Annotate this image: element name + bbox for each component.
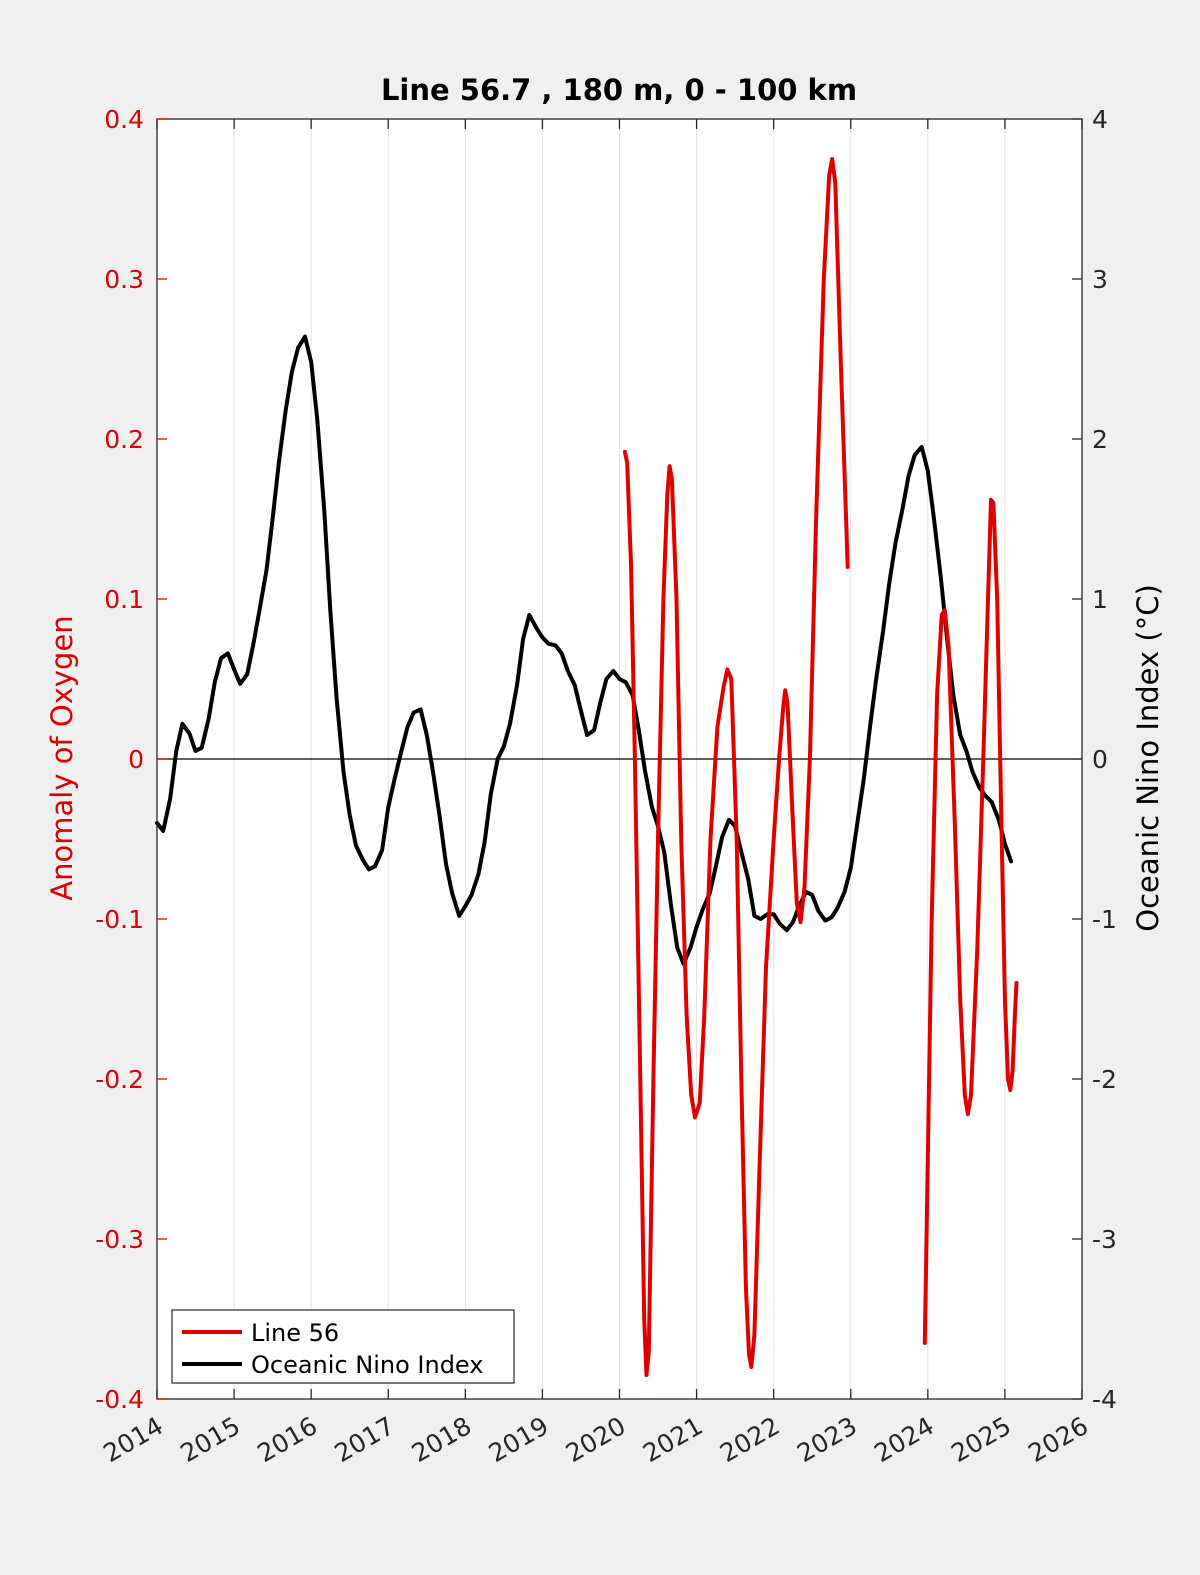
left-y-tick-label: -0.1 [95,905,144,934]
left-y-axis: -0.4 -0.3 -0.2 -0.1 0 0.1 0.2 0.3 0.4 [95,105,167,1414]
legend: Line 56 Oceanic Nino Index [171,1309,515,1384]
left-y-tick-label: 0.4 [104,105,144,134]
right-y-tick-label: 2 [1092,425,1108,454]
right-y-tick-label: -3 [1092,1225,1117,1254]
right-y-tick-label: 1 [1092,585,1108,614]
chart-title: Line 56.7 , 180 m, 0 - 100 km [381,73,857,107]
series-line-line56-segment-2 [922,497,1019,1345]
right-y-tick-label: -2 [1092,1065,1117,1094]
left-axis-label: Anomaly of Oxygen [45,615,79,900]
right-y-axis: -4 -3 -2 -1 0 1 2 3 4 [1072,105,1117,1414]
left-y-tick-label: -0.4 [95,1385,144,1414]
left-y-tick-label: -0.3 [95,1225,144,1254]
left-y-tick-label: 0.2 [104,425,144,454]
legend-box [171,1309,515,1384]
left-y-tick-label: 0.1 [104,585,144,614]
series-line-line56-segment-1 [622,157,850,1377]
legend-label-oni: Oceanic Nino Index [251,1351,483,1379]
right-axis-label: Oceanic Nino Index (°C) [1131,584,1165,932]
legend-label-line56: Line 56 [251,1319,339,1347]
right-y-tick-label: -4 [1092,1385,1117,1414]
right-y-tick-label: 0 [1092,745,1108,774]
right-y-tick-label: 3 [1092,265,1108,294]
left-y-tick-label: 0 [128,745,144,774]
right-y-tick-label: 4 [1092,105,1108,134]
series-line-oceanic-nino-index [155,334,1014,966]
left-y-tick-label: -0.2 [95,1065,144,1094]
right-y-tick-label: -1 [1092,905,1117,934]
series-layer [155,157,1019,1377]
left-y-tick-label: 0.3 [104,265,144,294]
